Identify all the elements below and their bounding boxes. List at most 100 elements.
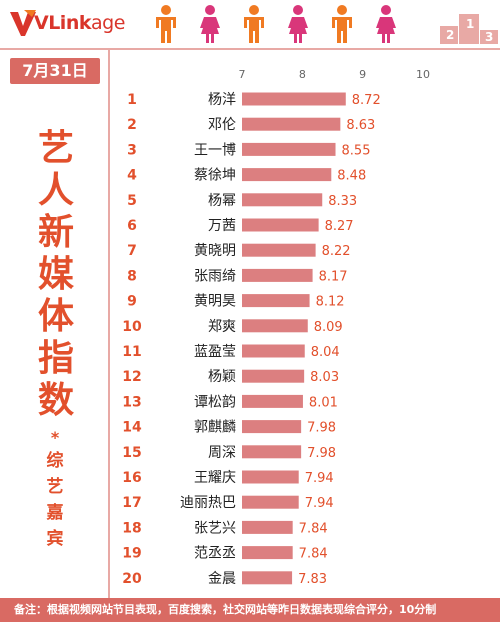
date-badge: 7月31日 [10,58,100,84]
side-title-char: 媒 [37,254,74,295]
category-label: 杨颖 [208,369,236,385]
data-bar [242,319,308,333]
rank-number: 1 [127,92,137,108]
side-title-char: 艺 [37,128,74,169]
data-bar [242,394,303,408]
data-bar [242,218,319,232]
category-label: 邓伦 [208,117,236,133]
logo-text-vlink: VLink [34,12,92,34]
category-label: 张雨绮 [194,268,236,284]
side-sub-char: 嘉 [46,503,64,523]
female-figure-icon [288,5,308,43]
value-label: 7.84 [299,547,328,562]
category-label: 金晨 [208,571,236,587]
value-label: 8.09 [314,320,343,335]
data-bar [242,193,323,207]
value-label: 8.17 [319,269,348,284]
value-label: 8.01 [309,395,338,410]
female-figure-icon [376,5,396,43]
category-label: 郭麒麟 [194,419,236,436]
footer-text: 备注：根据视频网站节目表现，百度搜索，社交网站等昨日数据表现综合评分，10分制 [14,603,437,616]
rank-number: 20 [122,571,142,587]
value-label: 8.04 [311,345,340,360]
category-label: 范丞丞 [194,545,236,562]
rank-number: 5 [127,193,137,209]
data-bar [242,294,310,308]
rank-number: 6 [127,218,137,234]
rank-number: 13 [122,394,141,410]
value-label: 7.94 [305,496,334,511]
side-title-char: 数 [37,380,74,421]
data-bar [242,470,299,484]
svg-text:3: 3 [485,30,493,44]
category-label: 王耀庆 [194,470,236,486]
category-label: 迪丽热巴 [180,495,236,511]
side-sub-char: 艺 [46,477,64,497]
side-title: 艺 人 新 媒 体 指 数 [28,128,84,422]
data-bar [242,142,336,156]
data-bar [242,420,302,434]
data-bar [242,445,302,459]
category-label: 谭松韵 [194,394,236,410]
header-divider [0,48,500,50]
data-bar [242,92,346,106]
value-label: 7.84 [299,521,328,536]
side-title-char: 新 [37,212,74,253]
value-label: 8.72 [352,93,381,108]
x-tick-label: 7 [239,68,246,81]
data-bar [242,495,299,509]
header: VLinkage 2 1 3 [0,0,500,48]
data-bar [242,117,341,131]
data-bar [242,571,293,585]
x-tick-label: 8 [299,68,306,81]
male-figure-icon [332,5,352,43]
rank-number: 15 [122,445,141,461]
category-label: 黄晓明 [194,242,236,259]
ranking-bar-chart: 7 8 9 10 1 杨洋 8.72 2 邓伦 8.63 3 王一博 8.55 4 蔡徐坤 8.48 5 杨幂 8.… [122,68,430,587]
rank-number: 14 [122,420,142,436]
rank-number: 16 [122,470,141,486]
rank-number: 2 [127,117,137,133]
logo-v-icon [10,10,36,36]
category-label: 杨幂 [208,193,236,209]
category-label: 蔡徐坤 [194,168,236,184]
category-label: 张艺兴 [194,520,236,536]
category-label: 杨洋 [208,92,236,108]
data-bar [242,369,305,383]
data-bar [242,520,293,534]
footer-note: 备注：根据视频网站节目表现，百度搜索，社交网站等昨日数据表现综合评分，10分制 [0,598,500,622]
sidebar-divider [108,50,110,598]
data-bar [242,268,313,282]
logo-text: VLinkage [34,12,125,34]
rank-number: 10 [122,319,142,335]
side-sub-char: 综 [46,451,64,471]
category-label: 万茜 [208,218,236,234]
category-label: 郑爽 [208,319,236,335]
people-icons [150,4,410,44]
side-title-char: 指 [37,338,74,379]
rank-number: 12 [122,369,141,385]
svg-text:1: 1 [466,17,474,31]
x-tick-label: 10 [416,68,430,81]
side-star: * [50,428,60,447]
svg-text:2: 2 [446,28,454,42]
rank-number: 17 [122,495,141,511]
side-title-char: 人 [37,170,74,211]
value-label: 7.83 [298,572,327,587]
data-bar [242,243,316,257]
x-tick-label: 9 [359,68,366,81]
category-label: 王一博 [194,141,236,158]
rank-number: 9 [127,294,137,310]
female-figure-icon [200,5,220,43]
data-bar [242,344,305,358]
value-label: 8.22 [322,244,351,259]
rank-number: 19 [122,546,141,562]
side-sub-char: 宾 [46,529,64,549]
value-label: 8.63 [346,118,375,133]
value-label: 8.33 [328,194,357,209]
podium-icon: 2 1 3 [440,14,498,44]
rank-number: 4 [127,168,137,184]
value-label: 8.48 [337,169,366,184]
value-label: 7.98 [307,446,336,461]
rank-number: 18 [122,520,141,536]
